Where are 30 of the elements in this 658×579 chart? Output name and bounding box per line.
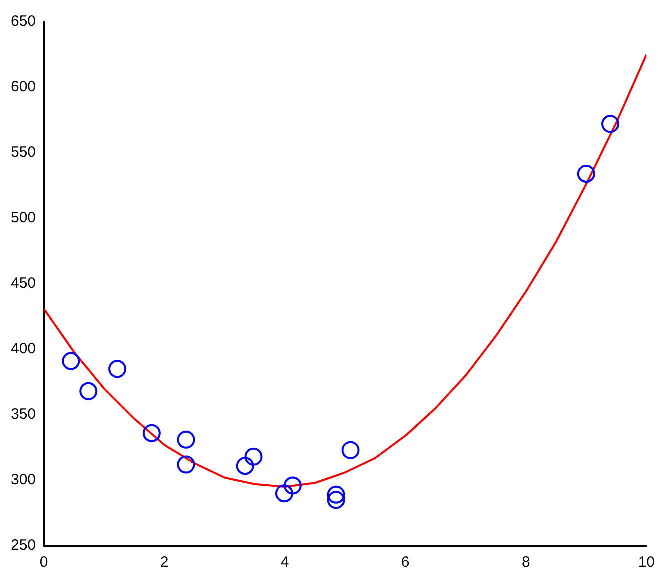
point <box>577 164 596 183</box>
point <box>108 360 127 378</box>
point <box>275 484 294 503</box>
point <box>177 430 196 449</box>
y-tick-label: 600 <box>10 78 36 96</box>
y-tick-label: 250 <box>10 537 36 554</box>
point <box>284 476 302 495</box>
point <box>327 491 346 510</box>
y-tick-label: 550 <box>10 144 36 162</box>
y-tick-label: 450 <box>10 275 36 292</box>
point <box>244 448 263 466</box>
point <box>142 424 161 442</box>
point <box>327 486 346 504</box>
y-tick-label: 500 <box>10 210 36 227</box>
x-tick-label: 4 <box>280 554 290 572</box>
x-tick-label: 2 <box>160 554 169 572</box>
point <box>177 456 196 474</box>
x-tick-label: 10 <box>638 554 655 572</box>
y-tick-label: 400 <box>10 340 36 358</box>
point <box>62 352 80 370</box>
y-tick-label: 350 <box>10 406 36 424</box>
point <box>80 382 98 400</box>
y-tick-label: 650 <box>10 13 36 30</box>
point <box>236 457 254 476</box>
y-tick-label: 300 <box>10 472 36 489</box>
x-tick-label: 8 <box>522 554 530 572</box>
x-tick-label: 0 <box>40 554 48 572</box>
x-tick-label: 6 <box>401 554 410 572</box>
point <box>342 441 360 460</box>
point <box>602 115 620 134</box>
